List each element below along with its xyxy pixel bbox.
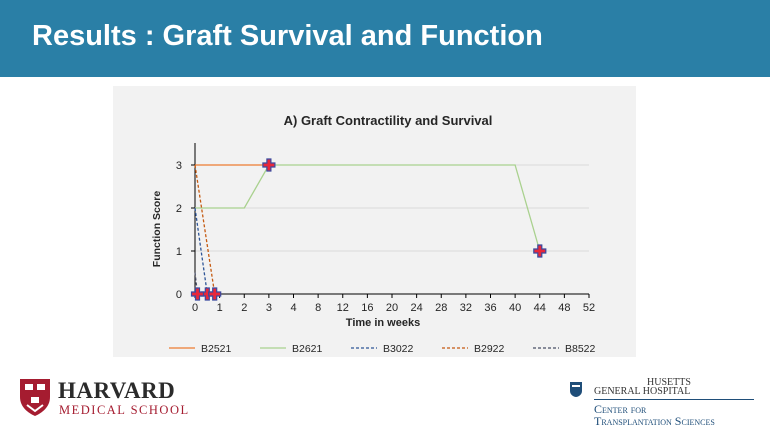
x-tick-label: 0 [192,302,198,314]
chart-title: A) Graft Contractility and Survival [284,113,493,128]
x-tick-label: 44 [534,302,546,314]
legend-label-B2621: B2621 [292,343,323,355]
y-tick-label: 1 [176,246,182,258]
marker-cross [533,244,547,258]
mgh-line-2: GENERAL HOSPITAL [594,386,691,397]
mgh-line-3: Center for [594,402,647,416]
y-tick-label: 2 [176,203,182,215]
legend-label-B3022: B3022 [383,343,414,355]
legend-label-B2521: B2521 [201,343,232,355]
marker-cross [262,158,276,172]
legend-label-B8522: B8522 [565,343,596,355]
marker-cross [190,287,205,301]
slide-header: Results : Graft Survival and Function [0,0,770,77]
x-tick-label: 52 [583,302,595,314]
mgh-badge-icon [570,382,582,397]
mgh-logo: HUSETTS GENERAL HOSPITAL Center for Tran… [567,377,757,428]
x-tick-label: 32 [460,302,472,314]
x-tick-label: 3 [266,302,272,314]
x-axis-label: Time in weeks [346,317,420,329]
x-tick-label: 8 [315,302,321,314]
harvard-school: MEDICAL SCHOOL [59,403,190,417]
x-tick-label: 28 [435,302,447,314]
harvard-shield-icon [20,379,50,416]
legend-label-B2922: B2922 [474,343,505,355]
y-axis-label: Function Score [151,191,163,268]
series-line-B2922 [194,164,216,295]
mgh-divider [594,399,754,400]
harvard-logo: HARVARD MEDICAL SCHOOL [18,377,188,421]
marker-cross [208,287,222,301]
x-tick-label: 40 [509,302,521,314]
chart-panel: A) Graft Contractility and Survival Func… [113,86,636,357]
x-tick-label: 20 [386,302,398,314]
y-tick-label: 3 [176,160,182,172]
series-line-B8522 [194,272,199,295]
series-line-B3022 [194,207,208,295]
slide-title: Results : Graft Survival and Function [32,20,543,52]
end-marker-B2621 [533,244,547,258]
mgh-line-1: HUSETTS [647,377,691,388]
end-marker-B2521 [262,158,276,172]
x-tick-label: 24 [411,302,423,314]
x-tick-label: 12 [337,302,349,314]
chart-svg: A) Graft Contractility and Survival Func… [151,113,596,355]
x-tick-label: 48 [558,302,570,314]
x-tick-label: 4 [290,302,296,314]
end-marker-B8522 [190,287,205,301]
x-tick-label: 16 [361,302,373,314]
harvard-name: HARVARD [58,378,176,403]
x-tick-label: 1 [217,302,223,314]
x-tick-label: 2 [241,302,247,314]
mgh-line-4: Transplantation Sciences [594,414,715,428]
end-marker-B2922 [208,287,222,301]
x-tick-label: 36 [484,302,496,314]
chart-legend: B2521 B2621 B3022 B2922 B8522 [169,343,596,355]
y-tick-label: 0 [176,289,182,301]
